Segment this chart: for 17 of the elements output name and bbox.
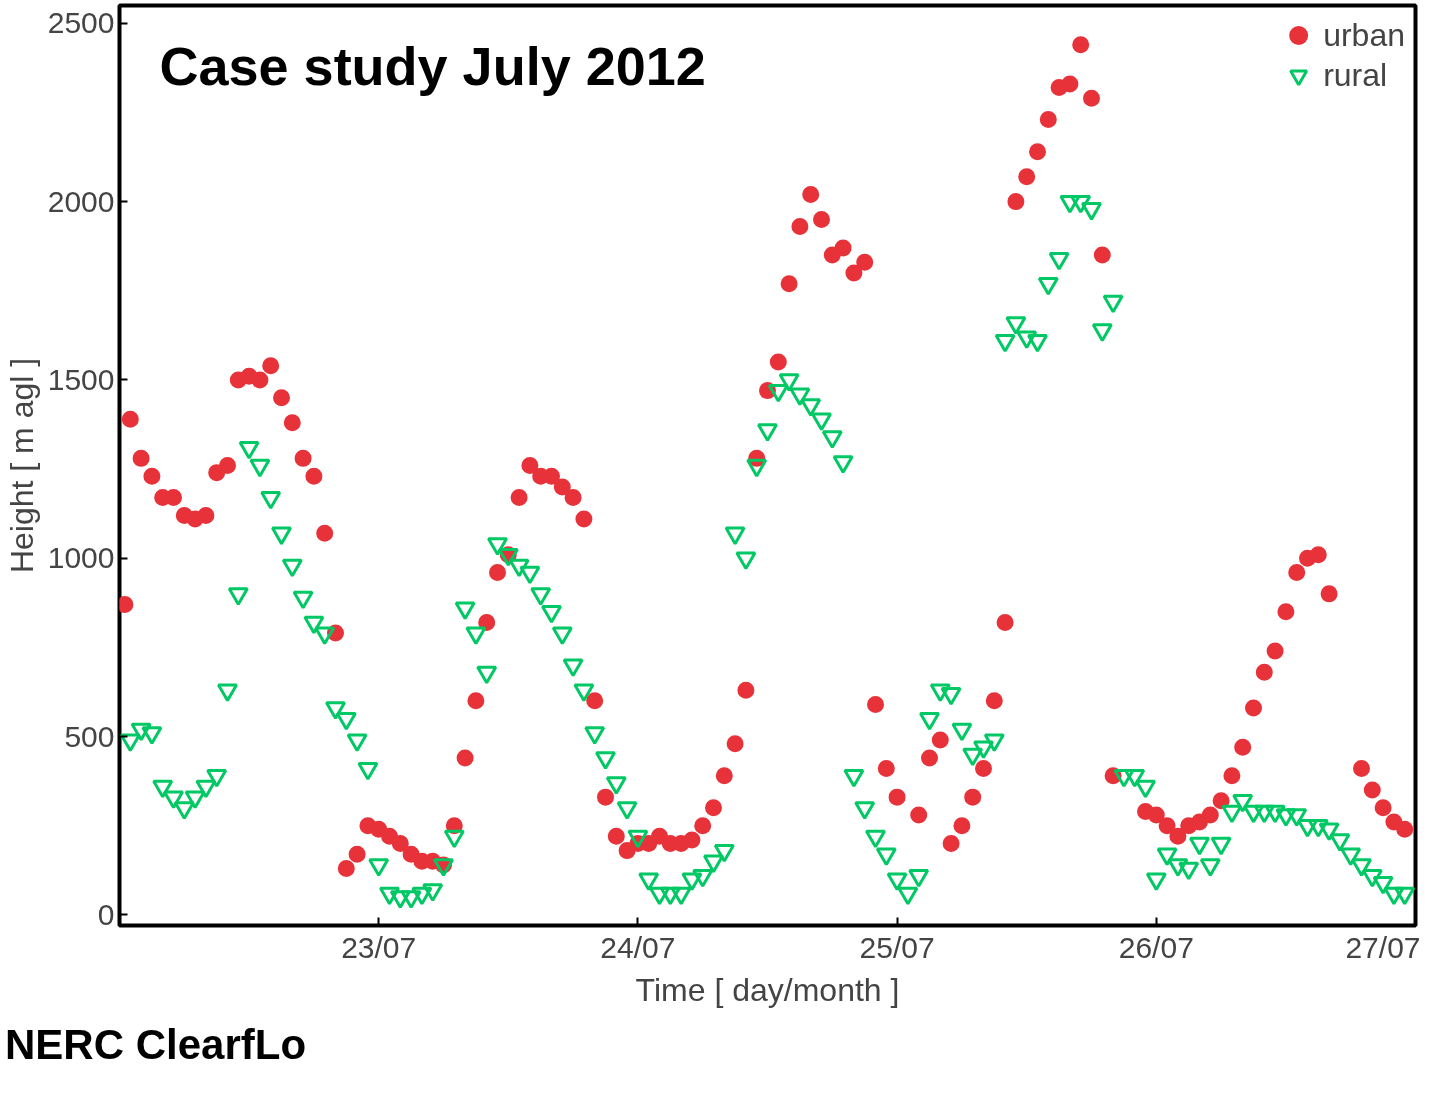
x-tick-label: 24/07 [600, 930, 676, 964]
y-tick-label: 1500 [47, 362, 115, 396]
text: Case study July 2012 [159, 35, 706, 96]
y-tick-label: 0 [97, 897, 115, 931]
x-tick-label: 27/07 [1345, 930, 1421, 964]
y-tick-label: 2000 [47, 184, 115, 218]
x-axis-title: Time [ day/month ] [635, 971, 900, 1008]
legend-label: urban [1323, 16, 1405, 54]
y-tick-label: 1000 [47, 541, 115, 575]
x-tick-label: 25/07 [859, 930, 935, 964]
y-tick-label: 500 [64, 719, 115, 753]
x-tick-label: 23/07 [341, 930, 417, 964]
text: NERC ClearfLo [5, 1020, 307, 1070]
x-tick-label: 26/07 [1118, 930, 1194, 964]
y-axis-title: Height [ m agl ] [3, 357, 40, 574]
y-tick-label: 2500 [47, 6, 115, 40]
legend-label: rural [1323, 56, 1388, 94]
